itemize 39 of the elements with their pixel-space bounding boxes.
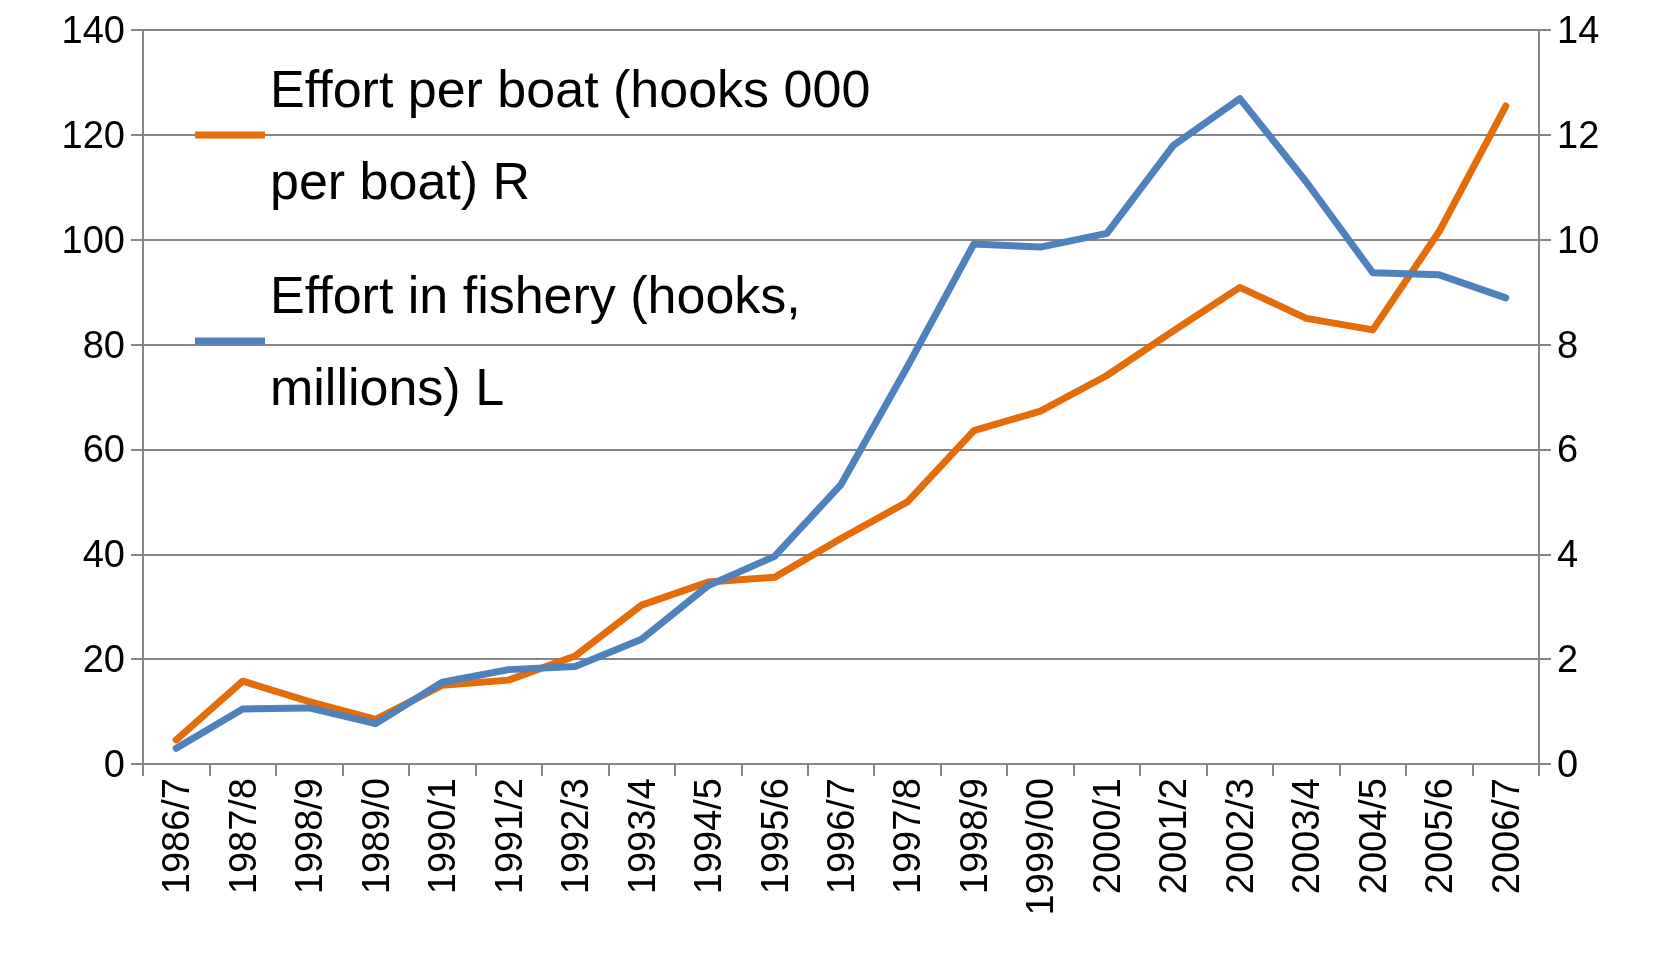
x-tick-label: 1999/00 — [1019, 778, 1062, 916]
x-tick-label: 2001/2 — [1152, 778, 1195, 895]
y-tick-label: 20 — [82, 638, 125, 681]
x-tick-label: 2004/5 — [1351, 778, 1394, 895]
y-tick-label: 120 — [61, 113, 125, 156]
y-tick-label: 140 — [61, 9, 125, 51]
x-tick-label: 1996/7 — [820, 778, 862, 895]
y2-tick-label: 8 — [1557, 323, 1579, 366]
y2-tick-label: 4 — [1557, 533, 1579, 576]
legend-label: Effort per boat (hooks 000 per boat) R — [270, 60, 885, 210]
x-tick-label: 1987/8 — [221, 778, 264, 895]
x-tick-label: 1989/0 — [354, 778, 397, 895]
x-tick-label: 1994/5 — [687, 778, 730, 895]
x-tick-label: 1998/9 — [952, 778, 995, 895]
y-tick-label: 60 — [82, 428, 125, 471]
y2-tick-label: 0 — [1557, 743, 1579, 785]
x-tick-label: 1995/6 — [753, 778, 796, 895]
y2-tick-label: 2 — [1557, 638, 1579, 681]
y2-tick-label: 6 — [1557, 428, 1579, 471]
y-tick-label: 40 — [82, 533, 125, 576]
y-tick-label: 80 — [82, 323, 125, 366]
x-tick-label: 1993/4 — [620, 778, 663, 895]
x-tick-label: 2000/1 — [1085, 778, 1128, 895]
x-tick-label: 1998/9 — [288, 778, 331, 895]
x-tick-label: 2005/6 — [1418, 778, 1461, 895]
x-tick-label: 2006/7 — [1484, 778, 1527, 895]
x-tick-label: 1990/1 — [421, 778, 464, 895]
y-tick-label: 100 — [61, 218, 125, 261]
y-tick-label: 0 — [103, 743, 125, 785]
legend-label: Effort in fishery (hooks, millions) L — [270, 266, 816, 416]
y2-tick-label: 14 — [1557, 9, 1600, 51]
x-tick-label: 2002/3 — [1218, 778, 1261, 895]
x-tick-label: 1997/8 — [886, 778, 929, 895]
x-tick-label: 1992/3 — [554, 778, 597, 895]
y2-tick-label: 10 — [1557, 218, 1600, 261]
x-tick-label: 1991/2 — [487, 778, 530, 895]
y2-tick-label: 12 — [1557, 113, 1600, 156]
x-tick-label: 1986/7 — [155, 778, 198, 895]
x-tick-label: 2003/4 — [1285, 778, 1328, 895]
